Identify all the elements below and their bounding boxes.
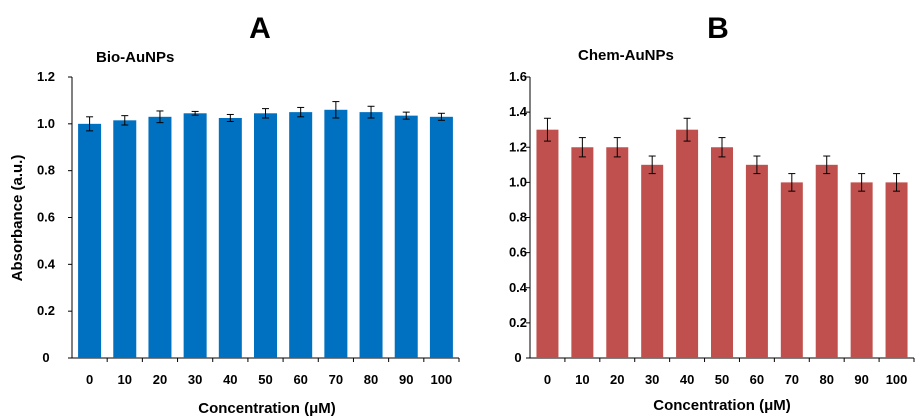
x-axis-label: Concentration (μM) xyxy=(198,400,336,416)
chart-title: Chem-AuNPs xyxy=(578,47,674,64)
bar xyxy=(289,112,313,358)
bar xyxy=(676,129,699,358)
y-tick-label: 1.6 xyxy=(509,69,527,84)
x-tick-label: 10 xyxy=(118,372,132,387)
y-tick-label: 1.2 xyxy=(509,139,527,154)
bar xyxy=(183,113,207,358)
bar xyxy=(359,112,383,358)
y-tick-label: 0.8 xyxy=(509,210,527,225)
y-tick-label: 0.4 xyxy=(509,280,528,295)
chart-bio-aunps: Bio-AuNPs Absorbance (a.u.) Concentratio… xyxy=(9,49,460,416)
bar xyxy=(148,116,172,358)
y-axis-label: Absorbance (a.u.) xyxy=(9,155,26,282)
y-tick-label: 0.2 xyxy=(37,303,55,318)
bar xyxy=(324,109,348,359)
y-tick-label: 1.4 xyxy=(509,104,528,119)
bar xyxy=(850,182,873,358)
y-tick-label: 0 xyxy=(514,350,521,365)
chart-title: Bio-AuNPs xyxy=(96,49,174,66)
panel-letter-b: B xyxy=(707,12,729,45)
x-tick-label: 50 xyxy=(715,372,729,387)
bar xyxy=(429,116,453,358)
x-tick-label: 30 xyxy=(188,372,202,387)
x-tick-label: 20 xyxy=(610,372,624,387)
x-tick-label: 0 xyxy=(86,372,93,387)
x-tick-label: 90 xyxy=(854,372,868,387)
x-tick-label: 40 xyxy=(680,372,694,387)
x-tick-label: 50 xyxy=(258,372,272,387)
x-tick-label: 70 xyxy=(785,372,799,387)
x-tick-label: 60 xyxy=(293,372,307,387)
x-tick-label: 100 xyxy=(886,372,908,387)
y-tick-label: 0.6 xyxy=(509,245,527,260)
y-tick-label: 0.4 xyxy=(37,256,56,271)
x-tick-label: 100 xyxy=(431,372,453,387)
x-tick-label: 0 xyxy=(544,372,551,387)
y-tick-label: 0.6 xyxy=(37,210,55,225)
bar xyxy=(113,120,137,358)
bar xyxy=(815,164,838,358)
panel-letter-a: A xyxy=(249,12,271,45)
y-tick-label: 0.8 xyxy=(37,163,55,178)
y-tick-label: 0.2 xyxy=(509,315,527,330)
bar xyxy=(885,182,908,358)
y-tick-label: 1.0 xyxy=(509,174,527,189)
y-tick-label: 1.2 xyxy=(37,69,55,84)
x-tick-label: 30 xyxy=(645,372,659,387)
bar xyxy=(641,164,664,358)
y-tick-label: 0 xyxy=(42,350,49,365)
x-tick-label: 20 xyxy=(153,372,167,387)
x-axis-label: Concentration (μM) xyxy=(653,397,791,414)
bar xyxy=(394,115,418,358)
bar xyxy=(78,123,102,358)
x-tick-label: 40 xyxy=(223,372,237,387)
x-tick-label: 90 xyxy=(399,372,413,387)
x-tick-label: 60 xyxy=(750,372,764,387)
x-tick-label: 10 xyxy=(575,372,589,387)
x-tick-label: 70 xyxy=(329,372,343,387)
bar xyxy=(606,147,629,358)
bar xyxy=(254,113,277,358)
bar xyxy=(218,117,242,359)
bar xyxy=(745,164,768,358)
chart-chem-aunps: Chem-AuNPs Concentration (μM) 0 0.2 0.4 0.6… xyxy=(509,47,915,414)
y-tick-label: 1.0 xyxy=(37,116,55,131)
bar xyxy=(780,182,803,358)
bar xyxy=(571,147,594,358)
x-tick-label: 80 xyxy=(364,372,378,387)
x-tick-label: 80 xyxy=(819,372,833,387)
bar xyxy=(536,129,559,358)
bar xyxy=(711,147,733,358)
